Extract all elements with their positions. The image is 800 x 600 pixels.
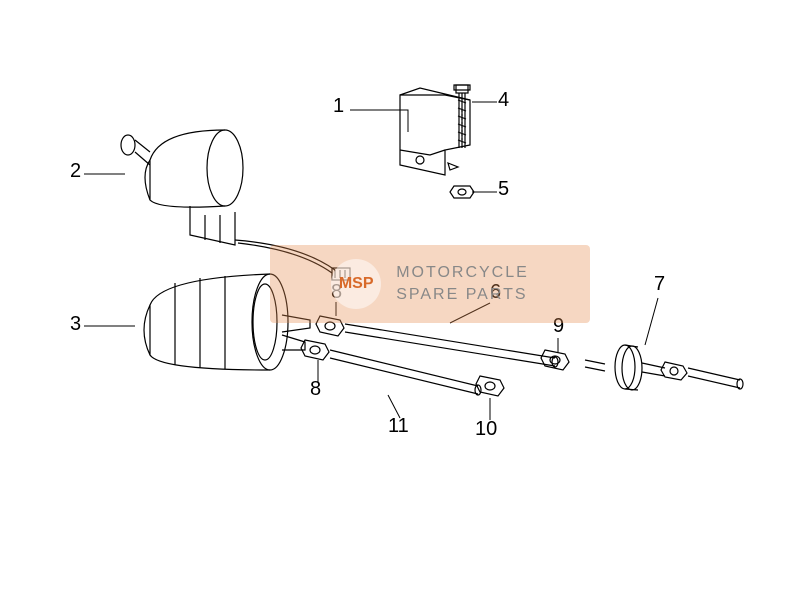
callout-3: 3 [70, 313, 81, 336]
watermark-logo: MSP [331, 259, 381, 309]
parts-diagram: 1 2 3 4 5 6 7 8 8 9 10 11 MSP MOTORCYCLE… [0, 0, 800, 600]
part-bolt [454, 85, 470, 148]
part-hose-out [688, 368, 743, 389]
watermark-line1: MOTORCYCLE [396, 262, 529, 284]
callout-4: 4 [498, 89, 509, 112]
watermark-logo-text: MSP [339, 275, 374, 293]
part-hose-6 [345, 324, 558, 367]
part-nut [450, 186, 474, 198]
part-relay [121, 130, 243, 245]
part-clamp-7r [661, 362, 687, 380]
callout-2: 2 [70, 160, 81, 183]
watermark: MSP MOTORCYCLE SPARE PARTS [270, 245, 590, 323]
callout-11: 11 [388, 415, 409, 438]
callout-10: 10 [475, 418, 497, 441]
watermark-text: MOTORCYCLE SPARE PARTS [396, 262, 529, 307]
callout-5: 5 [498, 178, 509, 201]
part-hose-11 [330, 350, 481, 395]
watermark-line2: SPARE PARTS [396, 284, 529, 306]
callout-1: 1 [333, 95, 344, 118]
part-valve [585, 345, 665, 390]
callout-7: 7 [654, 273, 665, 296]
callout-8b: 8 [310, 378, 321, 401]
